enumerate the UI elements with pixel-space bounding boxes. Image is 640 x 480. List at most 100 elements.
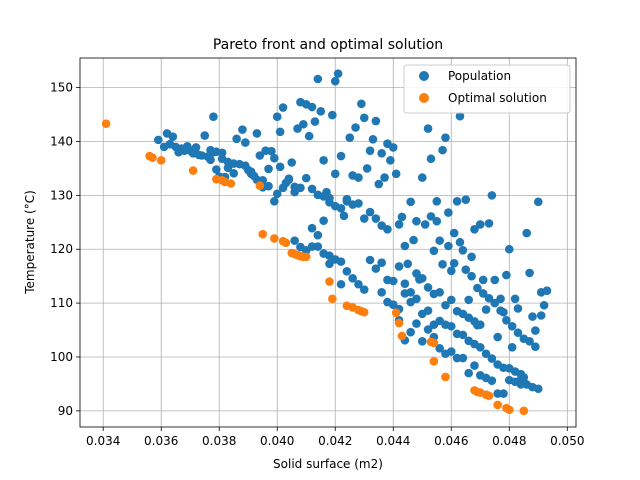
population-point [154, 135, 163, 145]
population-point [449, 258, 459, 268]
population-point [270, 196, 279, 206]
population-point [336, 279, 346, 289]
population-point [310, 117, 320, 126]
population-point [354, 173, 363, 182]
population-point [339, 211, 349, 221]
legend-label-population: Population [448, 69, 511, 83]
population-point [229, 168, 239, 178]
population-point [264, 164, 273, 174]
population-point [255, 151, 265, 160]
population-point [336, 151, 346, 161]
population-point [531, 326, 540, 335]
x-tick-label: 0.044 [376, 434, 410, 448]
y-tick-label: 140 [50, 134, 73, 148]
population-point [504, 244, 514, 254]
series-optimal-solution [101, 119, 529, 416]
population-point [475, 220, 485, 229]
population-point [206, 155, 215, 165]
population-point [423, 124, 433, 133]
optimal-point [429, 338, 439, 348]
population-point [330, 76, 340, 86]
population-point [449, 228, 459, 238]
optimal-point [328, 294, 337, 304]
population-point [513, 328, 523, 338]
plot-frame [79, 57, 577, 428]
population-point [417, 274, 427, 283]
population-point [348, 274, 357, 283]
population-point [542, 286, 552, 296]
population-point [319, 192, 328, 201]
population-point [359, 214, 369, 223]
y-tick-label: 120 [50, 242, 73, 256]
population-point [435, 344, 444, 353]
population-point [470, 225, 479, 234]
population-point [212, 165, 221, 174]
y-tick-label: 90 [58, 404, 73, 418]
y-tick-label: 130 [50, 188, 73, 202]
population-point [380, 173, 389, 182]
population-point [336, 203, 346, 213]
population-point [490, 298, 500, 308]
population-point [342, 267, 352, 276]
optimal-point [397, 331, 407, 341]
optimal-point [359, 307, 369, 317]
population-point [496, 306, 505, 315]
population-point [296, 183, 305, 193]
population-point [406, 197, 415, 207]
population-point [539, 300, 549, 310]
population-point [487, 376, 497, 385]
population-point [487, 354, 497, 363]
population-point [467, 271, 476, 281]
population-point [444, 208, 453, 217]
population-point [304, 131, 314, 141]
population-point [290, 236, 299, 245]
population-point [388, 143, 398, 152]
population-point [467, 252, 476, 262]
population-point [464, 368, 473, 378]
population-point [417, 173, 427, 182]
population-point [412, 216, 421, 226]
legend-marker-population [419, 71, 429, 81]
data-points [101, 69, 552, 416]
population-point [478, 275, 488, 285]
population-point [441, 133, 450, 143]
population-point [206, 145, 215, 155]
population-point [365, 255, 375, 265]
population-point [531, 342, 540, 352]
population-point [412, 319, 421, 328]
population-point [238, 125, 247, 134]
population-point [330, 169, 340, 179]
population-point [444, 241, 453, 251]
population-point [252, 129, 262, 138]
population-point [307, 223, 317, 233]
optimal-point [325, 277, 334, 286]
optimal-point [188, 166, 198, 175]
population-point [232, 134, 241, 144]
x-tick-label: 0.040 [260, 434, 294, 448]
population-point [345, 133, 355, 143]
population-point [423, 283, 433, 292]
population-point [533, 384, 543, 394]
population-point [313, 230, 323, 240]
population-point [241, 138, 250, 147]
population-point [423, 325, 433, 334]
population-point [516, 369, 526, 379]
population-point [426, 154, 436, 164]
y-axis-label: Temperature (°C) [23, 190, 37, 295]
population-point [316, 107, 326, 116]
x-tick-label: 0.048 [492, 434, 526, 448]
population-point [429, 246, 439, 256]
population-point [487, 191, 497, 200]
x-tick-label: 0.038 [202, 434, 236, 448]
optimal-point [301, 252, 311, 262]
optimal-point [394, 318, 404, 328]
x-tick-label: 0.046 [434, 434, 468, 448]
population-point [333, 69, 343, 78]
population-point [301, 173, 311, 183]
population-point [278, 183, 288, 193]
population-point [490, 275, 500, 285]
population-point [432, 216, 442, 226]
population-point [481, 305, 491, 314]
population-point [455, 237, 465, 247]
population-point [409, 235, 418, 245]
